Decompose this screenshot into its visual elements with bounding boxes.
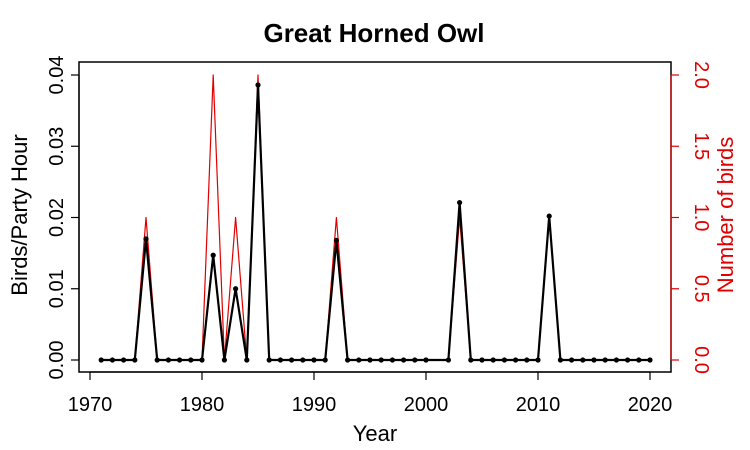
data-point bbox=[468, 357, 474, 363]
y-tick-label-right: 2.0 bbox=[690, 61, 712, 89]
series-birds-per-party-hour-line bbox=[101, 83, 650, 362]
data-point bbox=[535, 357, 541, 363]
y-tick-label-right: 0.5 bbox=[690, 275, 712, 303]
data-point bbox=[289, 357, 295, 363]
x-axis: 1970 1980 1990 2000 2010 2020 bbox=[68, 371, 673, 416]
series-layer bbox=[98, 74, 653, 363]
data-point bbox=[109, 357, 115, 363]
data-point bbox=[221, 357, 227, 363]
chart-title: Great Horned Owl bbox=[263, 18, 484, 48]
series-number-of-birds-line bbox=[101, 74, 650, 361]
x-tick-label: 1970 bbox=[68, 394, 113, 416]
y-tick-label-left: 0.00 bbox=[46, 341, 68, 380]
data-point bbox=[557, 357, 564, 363]
data-point bbox=[244, 357, 250, 363]
y-axis-right: 0.0 0.5 1.0 1.5 2.0 bbox=[670, 61, 712, 374]
data-point bbox=[501, 357, 507, 363]
data-point bbox=[121, 357, 127, 363]
data-point bbox=[188, 357, 194, 363]
y-axis-right-label: Number of birds bbox=[713, 137, 738, 294]
data-point bbox=[177, 357, 183, 363]
y-tick-label-left: 0.02 bbox=[46, 198, 68, 237]
data-point bbox=[457, 199, 463, 206]
data-point bbox=[333, 237, 339, 243]
data-point bbox=[266, 357, 272, 363]
x-tick-label: 1990 bbox=[292, 394, 337, 416]
data-point bbox=[613, 357, 620, 363]
data-point bbox=[591, 357, 597, 363]
y-tick-label-left: 0.01 bbox=[46, 269, 68, 308]
y-axis-left: 0.00 0.01 0.02 0.03 0.04 bbox=[46, 56, 80, 380]
data-point bbox=[345, 357, 351, 363]
data-point bbox=[602, 357, 608, 363]
data-point bbox=[210, 252, 216, 258]
data-point bbox=[423, 357, 429, 363]
data-point bbox=[356, 357, 362, 363]
data-point bbox=[300, 357, 306, 363]
y-axis-left-label: Birds/Party Hour bbox=[7, 134, 32, 295]
data-point bbox=[154, 357, 160, 363]
data-point bbox=[98, 357, 104, 363]
data-point bbox=[367, 357, 373, 363]
data-point bbox=[199, 357, 205, 363]
x-tick-label: 1980 bbox=[180, 394, 225, 416]
y-tick-label-right: 0.0 bbox=[690, 346, 712, 374]
data-point bbox=[143, 236, 149, 242]
data-point bbox=[490, 357, 496, 363]
data-point bbox=[580, 357, 586, 363]
data-point bbox=[513, 357, 519, 363]
data-point bbox=[233, 286, 239, 292]
y-tick-label-right: 1.5 bbox=[690, 132, 712, 160]
data-point bbox=[165, 357, 171, 363]
data-point bbox=[524, 357, 530, 363]
data-point bbox=[401, 357, 407, 363]
plot-frame bbox=[78, 61, 672, 373]
data-point bbox=[636, 357, 642, 363]
x-tick-label: 2020 bbox=[628, 394, 673, 416]
data-point bbox=[277, 357, 283, 363]
data-point bbox=[569, 357, 575, 363]
y-tick-label-right: 1.0 bbox=[690, 204, 712, 232]
x-axis-label: Year bbox=[353, 421, 397, 446]
y-tick-label-left: 0.04 bbox=[46, 56, 68, 95]
x-tick-label: 2000 bbox=[404, 394, 449, 416]
data-point bbox=[647, 357, 653, 363]
data-point bbox=[445, 357, 451, 363]
data-point bbox=[132, 357, 138, 363]
data-point bbox=[389, 357, 395, 363]
data-point bbox=[625, 357, 631, 363]
data-point bbox=[255, 82, 261, 88]
x-tick-label: 2010 bbox=[516, 394, 561, 416]
data-point bbox=[378, 357, 384, 363]
y-tick-label-left: 0.03 bbox=[46, 127, 68, 166]
data-point bbox=[412, 357, 418, 363]
data-point bbox=[479, 357, 485, 363]
data-point bbox=[322, 357, 328, 363]
data-point bbox=[311, 357, 317, 363]
data-point bbox=[546, 213, 552, 219]
